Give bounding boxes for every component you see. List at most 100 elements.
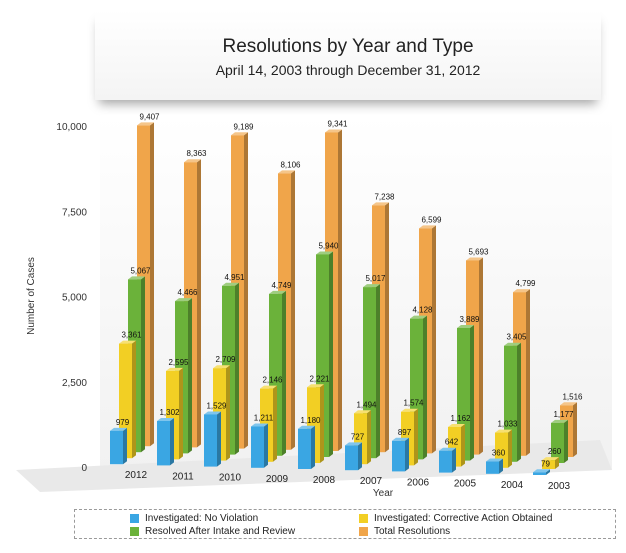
bar-top (439, 447, 456, 451)
bar-top (392, 437, 409, 441)
bar-top (222, 282, 239, 286)
bar-top (551, 419, 568, 423)
data-label: 360 (492, 449, 506, 458)
bar-side (338, 129, 342, 451)
bar-side (320, 384, 324, 463)
data-label: 2,595 (168, 358, 189, 367)
bar-2004-series-0: 360 (486, 449, 506, 474)
bar-side (273, 385, 277, 462)
x-tick-label: 2004 (501, 480, 524, 491)
data-label: 1,033 (497, 420, 518, 429)
legend-label-total: Total Resolutions (374, 526, 451, 537)
data-label: 1,529 (206, 401, 227, 410)
bar-front (251, 426, 264, 468)
bar-top (401, 408, 418, 412)
y-tick-label: 2,500 (62, 378, 87, 389)
data-label: 642 (445, 438, 459, 447)
bar-top (513, 289, 530, 293)
bar-side (376, 284, 380, 459)
data-label: 1,177 (553, 410, 574, 419)
bar-top (354, 410, 371, 414)
bar-front (204, 414, 217, 467)
bar-side (452, 447, 456, 473)
legend-item-no-violation: Investigated: No Violation (130, 513, 258, 524)
bar-side (517, 342, 521, 462)
bar-2003-series-0: 79 (533, 459, 550, 475)
bar-top (278, 170, 295, 174)
bar-top (231, 132, 248, 136)
data-label: 6,599 (421, 215, 442, 224)
x-tick-label: 2006 (407, 477, 430, 488)
x-tick-label: 2005 (454, 479, 477, 490)
x-tick-label: 2008 (313, 475, 336, 486)
bar-top (175, 298, 192, 302)
bar-side (564, 419, 568, 463)
bar-front (439, 450, 452, 473)
bar-top (419, 225, 436, 229)
bar-top (184, 159, 201, 163)
bar-side (358, 442, 362, 471)
bar-front (542, 460, 555, 469)
data-label: 2,146 (262, 376, 283, 385)
bar-2003-series-1: 260 (542, 447, 562, 469)
data-label: 5,940 (318, 241, 339, 250)
bar-2006-series-0: 897 (392, 428, 412, 472)
legend-label-corrective-action: Investigated: Corrective Action Obtained (374, 513, 553, 524)
data-label: 5,693 (468, 247, 489, 256)
bar-side (123, 427, 127, 465)
bar-side (367, 410, 371, 465)
legend-swatch-total (359, 527, 368, 536)
bar-side (414, 408, 418, 466)
bar-top (128, 276, 145, 280)
x-tick-label: 2009 (266, 474, 289, 485)
bar-side (385, 202, 389, 453)
data-label: 3,405 (506, 333, 527, 342)
bar-side (546, 469, 550, 475)
bar-top (372, 202, 389, 206)
bar-front (157, 421, 170, 466)
title-card: Resolutions by Year and Type April 14, 2… (95, 10, 601, 100)
data-label: 4,466 (177, 288, 198, 297)
bar-side (226, 365, 230, 461)
x-tick-label: 2011 (172, 471, 194, 482)
bar-2010-series-0: 1,529 (204, 401, 227, 467)
bar-side (526, 289, 530, 456)
bar-top (298, 425, 315, 429)
data-label: 260 (548, 447, 562, 456)
bar-top (307, 384, 324, 388)
bar-2011-series-0: 1,302 (157, 408, 180, 466)
bar-side (170, 418, 174, 466)
bar-top (466, 257, 483, 261)
bar-side (329, 251, 333, 457)
bar-side (461, 423, 465, 467)
bar-top (495, 429, 512, 433)
bar-side (150, 122, 154, 447)
bar-2011-series-1: 2,595 (166, 358, 189, 460)
bar-2005-series-0: 642 (439, 438, 459, 473)
bar-side (132, 340, 136, 459)
data-label: 4,799 (515, 279, 536, 288)
bar-side (282, 290, 286, 456)
bar-side (235, 282, 239, 455)
bar-top (260, 385, 277, 389)
bar-2009-series-0: 1,211 (251, 414, 274, 468)
chart-subtitle: April 14, 2003 through December 31, 2012 (215, 62, 481, 78)
data-label: 8,106 (280, 160, 301, 169)
data-label: 1,574 (403, 399, 424, 408)
bar-2008-series-0: 1,180 (298, 416, 321, 469)
bar-top (457, 324, 474, 328)
data-label: 1,494 (356, 400, 377, 409)
legend-swatch-no-violation (130, 514, 139, 523)
data-label: 1,180 (300, 416, 321, 425)
data-label: 979 (116, 418, 130, 427)
data-label: 2,709 (215, 355, 236, 364)
bar-side (555, 457, 559, 469)
y-tick-label: 7,500 (62, 207, 87, 218)
bar-top (325, 129, 342, 133)
bar-front (298, 428, 311, 469)
bar-chart-plot: 0 2,500 5,000 7,500 10,000 Number of Cases Yea… (16, 112, 612, 499)
y-axis-title: Number of Cases (26, 257, 37, 335)
legend-swatch-resolved-intake (130, 527, 139, 536)
bar-top (542, 457, 559, 461)
bar-side (188, 298, 192, 454)
